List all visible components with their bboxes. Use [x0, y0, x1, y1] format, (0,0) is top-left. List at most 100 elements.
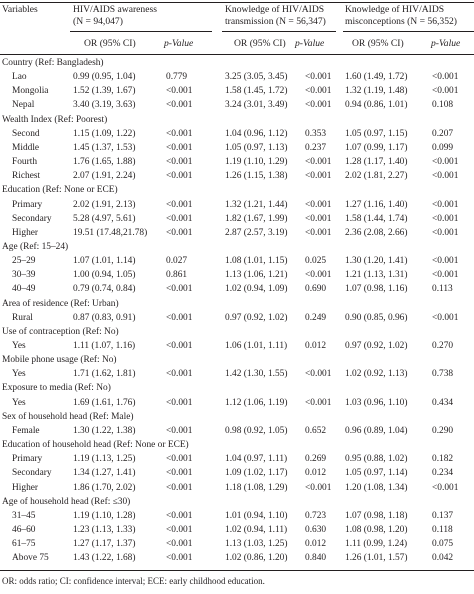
awareness-p-cell: <0.001 — [166, 553, 193, 564]
misconceptions-or-cell: 0.95 (0.88, 1.02) — [345, 454, 408, 465]
transmission-p-cell: 0.025 — [305, 256, 327, 267]
transmission-or-cell: 1.32 (1.21, 1.44) — [225, 199, 288, 210]
transmission-p-cell: 0.652 — [305, 425, 327, 436]
awareness-or-cell: 1.27 (1.17, 1.37) — [73, 539, 136, 550]
transmission-or-cell: 0.97 (0.92, 1.02) — [225, 312, 288, 323]
transmission-or-cell: 1.08 (1.01, 1.15) — [225, 256, 288, 267]
table-footnote: OR: odds ratio; CI: confidence interval;… — [2, 576, 265, 586]
awareness-or-cell: 1.71 (1.62, 1.81) — [73, 369, 136, 380]
row-label: Yes — [12, 341, 26, 351]
transmission-p-cell: <0.001 — [305, 199, 332, 210]
transmission-or-cell: 1.04 (0.97, 1.11) — [225, 454, 288, 465]
misconceptions-p-cell: <0.001 — [432, 72, 459, 83]
awareness-p-cell: <0.001 — [166, 341, 193, 351]
row-label: Secondary — [12, 468, 52, 479]
transmission-p-cell: 0.723 — [305, 510, 327, 521]
awareness-or-cell: 1.23 (1.13, 1.33) — [73, 524, 136, 535]
or-header-1: OR (95% CI) — [84, 38, 136, 49]
misconceptions-or-cell: 2.02 (1.81, 2.27) — [345, 171, 408, 182]
misconceptions-p-cell: 0.207 — [432, 128, 454, 139]
transmission-or-cell: 1.12 (1.06, 1.19) — [225, 397, 288, 408]
awareness-or-cell: 5.28 (4.97, 5.61) — [73, 213, 136, 224]
misconceptions-or-cell: 1.20 (1.08, 1.34) — [345, 482, 408, 493]
transmission-p-cell: <0.001 — [305, 100, 332, 111]
misconceptions-p-cell: <0.001 — [432, 482, 459, 493]
transmission-p-cell: 0.690 — [305, 284, 327, 295]
misconceptions-header-line2: misconceptions (N = 56,352) — [345, 16, 457, 27]
misconceptions-or-cell: 1.11 (0.99, 1.24) — [345, 539, 408, 550]
misconceptions-p-cell: 0.182 — [432, 454, 454, 465]
awareness-p-cell: <0.001 — [166, 86, 193, 97]
row-label: Primary — [12, 199, 43, 210]
transmission-p-cell: <0.001 — [305, 369, 332, 380]
row-label: 46–60 — [12, 524, 36, 535]
awareness-or-cell: 1.30 (1.22, 1.38) — [73, 425, 136, 436]
awareness-or-cell: 0.87 (0.83, 0.91) — [73, 312, 136, 323]
misconceptions-p-cell: <0.001 — [432, 213, 459, 224]
awareness-p-cell: <0.001 — [166, 454, 193, 465]
row-label: Richest — [12, 171, 41, 182]
transmission-or-cell: 3.25 (3.05, 3.45) — [225, 72, 288, 83]
transmission-or-cell: 1.04 (0.96, 1.12) — [225, 128, 288, 139]
misconceptions-header-line1: Knowledge of HIV/AIDS — [345, 4, 445, 15]
misconceptions-p-cell: <0.001 — [432, 227, 459, 238]
awareness-or-cell: 3.40 (3.19, 3.63) — [73, 100, 136, 111]
awareness-p-cell: <0.001 — [166, 157, 193, 168]
transmission-p-cell: <0.001 — [305, 482, 332, 493]
awareness-p-cell: 0.779 — [166, 72, 188, 83]
transmission-p-cell: 0.012 — [305, 341, 327, 351]
awareness-or-cell: 1.11 (1.07, 1.16) — [73, 341, 136, 351]
awareness-or-cell: 1.52 (1.39, 1.67) — [73, 86, 136, 97]
transmission-p-cell: 0.012 — [305, 468, 327, 479]
transmission-or-cell: 1.01 (0.94, 1.10) — [225, 510, 288, 521]
awareness-p-cell: <0.001 — [166, 468, 193, 479]
section-label: Education of household head (Ref: None o… — [2, 440, 189, 451]
misconceptions-p-cell: <0.001 — [432, 256, 459, 267]
awareness-p-cell: <0.001 — [166, 369, 193, 380]
row-label: Lao — [12, 72, 27, 83]
awareness-or-cell: 2.07 (1.91, 2.24) — [73, 171, 136, 182]
transmission-p-cell: <0.001 — [305, 397, 332, 408]
or-header-2: OR (95% CI) — [234, 38, 286, 49]
transmission-p-cell: <0.001 — [305, 227, 332, 238]
awareness-p-cell: <0.001 — [166, 312, 193, 323]
misconceptions-p-cell: 0.108 — [432, 100, 454, 111]
misconceptions-p-cell: 0.434 — [432, 397, 454, 408]
row-label: 25–29 — [12, 256, 36, 267]
misconceptions-or-cell: 1.30 (1.20, 1.41) — [345, 256, 408, 267]
misconceptions-or-cell: 1.07 (0.98, 1.18) — [345, 510, 408, 521]
awareness-or-cell: 1.43 (1.22, 1.68) — [73, 553, 136, 564]
transmission-or-cell: 1.09 (1.02, 1.17) — [225, 468, 288, 479]
variables-header: Variables — [2, 4, 38, 15]
table-bottom-rule — [0, 570, 474, 571]
transmission-p-cell: 0.012 — [305, 539, 327, 550]
section-label: Age (Ref: 15–24) — [2, 241, 69, 252]
transmission-p-cell: 0.249 — [305, 312, 327, 323]
section-label: Age of household head (Ref: ≤30) — [2, 496, 131, 507]
misconceptions-or-cell: 1.26 (1.01, 1.57) — [345, 553, 408, 564]
misconceptions-or-cell: 1.07 (0.99, 1.17) — [345, 142, 408, 153]
transmission-p-cell: <0.001 — [305, 72, 332, 83]
row-label: Higher — [12, 227, 39, 238]
awareness-or-cell: 2.02 (1.91, 2.13) — [73, 199, 136, 210]
transmission-p-cell: 0.353 — [305, 128, 327, 139]
misconceptions-or-cell: 1.28 (1.17, 1.40) — [345, 157, 408, 168]
misconceptions-p-cell: 0.118 — [432, 524, 453, 535]
misconceptions-or-cell: 0.97 (0.92, 1.02) — [345, 341, 408, 351]
transmission-or-cell: 2.87 (2.57, 3.19) — [225, 227, 288, 238]
transmission-p-cell: <0.001 — [305, 270, 332, 281]
misconceptions-p-cell: 0.270 — [432, 341, 454, 351]
awareness-p-cell: <0.001 — [166, 100, 193, 111]
transmission-p-cell: 0.237 — [305, 142, 327, 153]
misconceptions-or-cell: 2.36 (2.08, 2.66) — [345, 227, 408, 238]
row-label: Second — [12, 128, 40, 139]
transmission-or-cell: 1.02 (0.86, 1.20) — [225, 553, 288, 564]
awareness-or-cell: 1.86 (1.70, 2.02) — [73, 482, 136, 493]
misconceptions-p-cell: <0.001 — [432, 86, 459, 97]
p-header-3: p-Value — [431, 38, 461, 49]
table-top-rule — [0, 2, 474, 3]
transmission-or-cell: 1.05 (0.97, 1.13) — [225, 142, 288, 153]
transmission-or-cell: 1.58 (1.45, 1.72) — [225, 86, 288, 97]
p-header-2: p-Value — [295, 38, 325, 49]
transmission-or-cell: 1.13 (1.03, 1.25) — [225, 539, 288, 550]
